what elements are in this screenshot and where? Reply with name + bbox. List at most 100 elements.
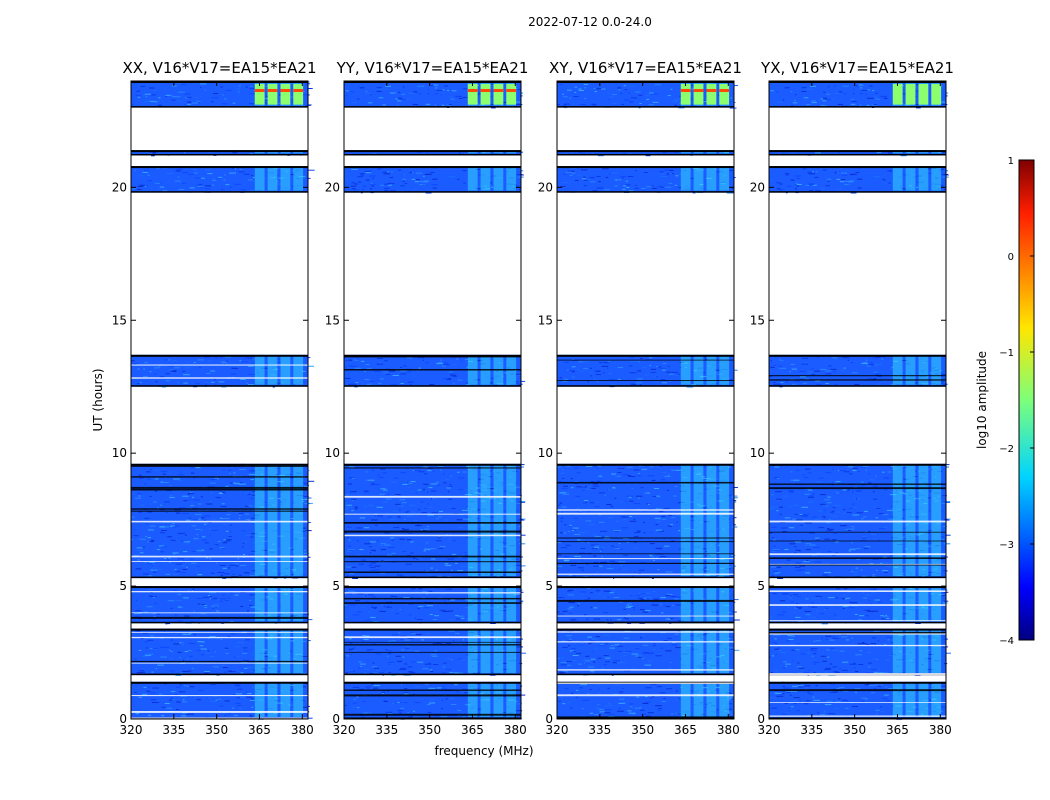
- noise-pixel: [659, 692, 666, 694]
- noise-pixel: [361, 559, 366, 561]
- noise-pixel: [611, 93, 617, 95]
- noise-pixel: [565, 635, 572, 637]
- noise-pixel: [238, 85, 242, 87]
- noise-pixel: [444, 563, 449, 565]
- noise-pixel: [592, 651, 594, 653]
- noise-pixel: [438, 708, 441, 710]
- noise-pixel: [356, 358, 359, 360]
- flag-line: [344, 689, 521, 691]
- noise-pixel: [379, 652, 386, 654]
- noise-pixel: [148, 561, 155, 563]
- rfi-band: [493, 588, 504, 622]
- noise-pixel: [167, 559, 169, 561]
- noise-pixel: [943, 464, 950, 466]
- noise-pixel: [276, 671, 281, 673]
- noise-pixel: [570, 520, 575, 522]
- noise-pixel: [726, 192, 734, 194]
- rfi-band: [493, 683, 504, 717]
- noise-pixel: [626, 495, 634, 497]
- noise-pixel: [439, 609, 446, 611]
- noise-pixel: [162, 473, 166, 475]
- noise-pixel: [882, 615, 889, 617]
- noise-pixel: [142, 546, 146, 548]
- noise-pixel: [194, 177, 202, 179]
- noise-pixel: [657, 709, 662, 711]
- noise-pixel: [204, 356, 210, 358]
- noise-pixel: [456, 519, 463, 521]
- noise-pixel: [420, 529, 423, 531]
- noise-pixel: [489, 470, 493, 472]
- noise-pixel: [629, 595, 633, 597]
- noise-pixel: [613, 693, 618, 695]
- noise-pixel: [407, 666, 413, 668]
- noise-pixel: [211, 529, 218, 531]
- noise-pixel: [412, 103, 418, 105]
- noise-pixel: [215, 384, 217, 386]
- noise-pixel: [410, 633, 416, 635]
- noise-pixel: [417, 594, 422, 596]
- noise-pixel: [365, 364, 370, 365]
- noise-pixel: [800, 669, 804, 671]
- noise-pixel: [441, 699, 443, 701]
- noise-pixel: [888, 654, 894, 656]
- noise-pixel: [901, 653, 909, 655]
- noise-pixel: [940, 710, 944, 712]
- rfi-band: [693, 465, 704, 577]
- noise-pixel: [562, 597, 565, 599]
- noise-pixel: [614, 530, 620, 532]
- rfi-band: [931, 630, 942, 674]
- noise-pixel: [832, 666, 838, 668]
- noise-pixel: [559, 84, 563, 86]
- noise-pixel: [177, 651, 182, 653]
- noise-pixel: [239, 483, 246, 485]
- noise-pixel: [826, 502, 832, 504]
- noise-pixel: [249, 103, 254, 105]
- noise-pixel: [370, 605, 373, 607]
- noise-pixel: [781, 611, 787, 613]
- noise-pixel: [364, 527, 370, 529]
- noise-pixel: [160, 509, 165, 511]
- noise-pixel: [659, 518, 662, 520]
- noise-pixel: [175, 686, 181, 688]
- noise-pixel: [854, 507, 858, 509]
- segment-edge: [769, 681, 946, 684]
- flag-line: [131, 636, 308, 639]
- noise-pixel: [596, 88, 603, 90]
- noise-pixel: [205, 716, 209, 718]
- noise-pixel: [178, 151, 180, 153]
- noise-pixel: [247, 693, 252, 695]
- noise-pixel: [351, 498, 357, 500]
- noise-pixel: [567, 369, 569, 371]
- y-tick-label: 0: [332, 712, 340, 726]
- noise-pixel: [831, 481, 833, 483]
- noise-pixel: [400, 667, 407, 669]
- noise-pixel: [409, 384, 412, 385]
- noise-pixel: [867, 530, 871, 532]
- noise-pixel: [351, 566, 357, 568]
- noise-pixel: [628, 614, 630, 615]
- flag-line: [131, 591, 308, 593]
- noise-pixel: [186, 103, 191, 105]
- noise-pixel: [225, 89, 232, 91]
- noise-pixel: [475, 188, 481, 190]
- noise-pixel: [224, 98, 227, 100]
- noise-pixel: [355, 508, 358, 510]
- noise-pixel: [443, 364, 450, 366]
- noise-pixel: [181, 715, 187, 717]
- noise-pixel: [238, 514, 242, 516]
- noise-pixel: [434, 650, 438, 652]
- noise-pixel: [714, 563, 720, 565]
- noise-pixel: [647, 653, 654, 654]
- noise-pixel: [428, 498, 436, 500]
- noise-pixel: [362, 712, 365, 714]
- noise-pixel: [633, 483, 638, 485]
- noise-pixel: [144, 483, 147, 485]
- noise-pixel: [875, 684, 879, 686]
- noise-pixel: [583, 179, 588, 181]
- noise-pixel: [557, 554, 562, 556]
- noise-pixel: [659, 171, 664, 173]
- noise-pixel: [350, 642, 353, 644]
- noise-pixel: [159, 554, 161, 556]
- axes-frame: [556, 80, 735, 720]
- noise-pixel: [376, 514, 383, 516]
